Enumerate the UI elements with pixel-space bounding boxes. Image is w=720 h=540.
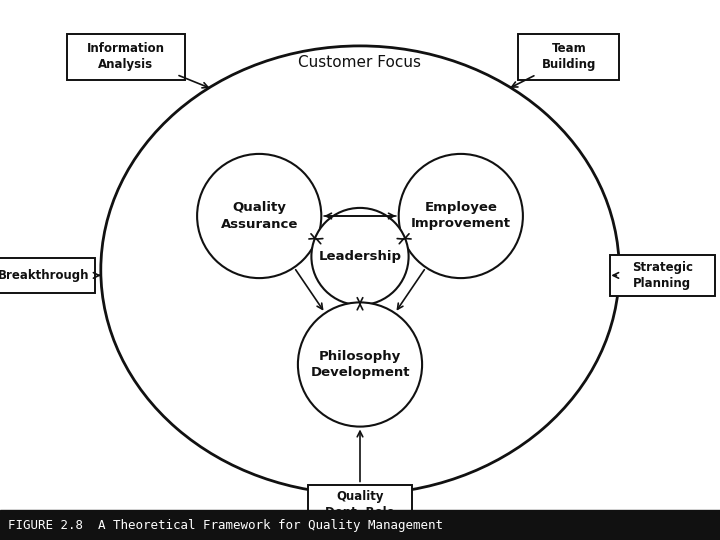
Text: Quality
Dept. Role: Quality Dept. Role <box>325 490 395 519</box>
Circle shape <box>197 154 321 278</box>
FancyBboxPatch shape <box>308 485 412 525</box>
Bar <box>0 510 720 540</box>
FancyBboxPatch shape <box>0 258 95 293</box>
FancyBboxPatch shape <box>66 33 185 79</box>
Circle shape <box>399 154 523 278</box>
Circle shape <box>311 208 409 305</box>
FancyBboxPatch shape <box>610 255 714 295</box>
Text: Leadership: Leadership <box>318 250 402 263</box>
Text: Team
Building: Team Building <box>541 42 596 71</box>
Text: Quality
Assurance: Quality Assurance <box>220 201 298 231</box>
Text: Strategic
Planning: Strategic Planning <box>632 261 693 290</box>
Circle shape <box>298 302 422 427</box>
Text: Customer Focus: Customer Focus <box>299 55 421 70</box>
Text: Philosophy
Development: Philosophy Development <box>310 350 410 379</box>
Text: Breakthrough: Breakthrough <box>0 269 89 282</box>
Text: Information
Analysis: Information Analysis <box>87 42 165 71</box>
Text: FIGURE 2.8  A Theoretical Framework for Quality Management: FIGURE 2.8 A Theoretical Framework for Q… <box>8 518 443 531</box>
Text: Employee
Improvement: Employee Improvement <box>411 201 510 231</box>
FancyBboxPatch shape <box>518 33 619 79</box>
